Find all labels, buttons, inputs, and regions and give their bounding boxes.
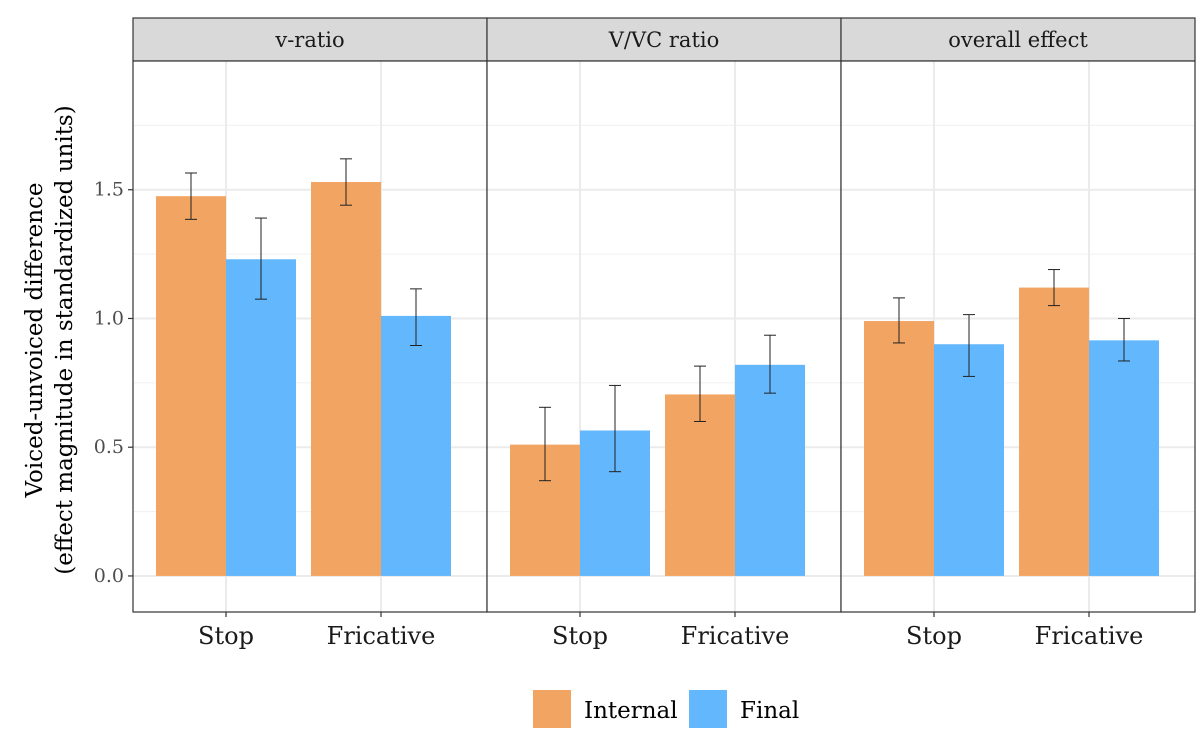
y-axis-label: Voiced-unvoiced difference (effect magni…	[22, 105, 78, 574]
legend-swatch	[689, 690, 727, 728]
bar-final	[226, 259, 296, 576]
bar-internal	[1019, 287, 1089, 576]
facet-panel: V/VC ratio Stop Fricative	[486, 17, 842, 650]
y-axis-label-line2: (effect magnitude in standardized units)	[52, 105, 78, 574]
facet-strip	[132, 17, 488, 62]
error-bar	[963, 314, 975, 377]
panel-border	[840, 60, 1196, 613]
y-tick-label: 0.5	[94, 436, 124, 458]
bar-final	[1089, 340, 1159, 576]
error-bar	[1118, 317, 1130, 362]
facet-panel: overall effect Stop Fricative	[840, 17, 1196, 650]
error-bar	[539, 406, 551, 482]
error-bar	[410, 288, 422, 347]
error-bar	[1048, 269, 1060, 307]
bar-internal	[665, 394, 735, 576]
x-tick-label: Stop	[198, 622, 254, 650]
x-tick-label: Fricative	[1035, 622, 1144, 650]
legend-item-internal: Internal	[533, 690, 678, 728]
legend-label: Final	[740, 698, 799, 724]
legend-swatch	[533, 690, 571, 728]
facet-title: overall effect	[948, 28, 1088, 52]
legend-label: Internal	[584, 698, 678, 724]
y-tick-label: 1.0	[94, 307, 124, 329]
bar-internal	[156, 196, 226, 576]
error-bar	[893, 297, 905, 344]
error-bar	[340, 158, 352, 206]
x-tick-label: Stop	[906, 622, 962, 650]
x-tick-label: Fricative	[327, 622, 436, 650]
legend: Internal Final	[533, 690, 799, 728]
error-bar	[255, 217, 267, 300]
error-bar	[185, 172, 197, 220]
x-tick-label: Stop	[552, 622, 608, 650]
facet-panels: v-ratio Stop Fricative 0.0 0.5 1.0 1.5 V/VC rat…	[94, 17, 1196, 650]
bar-final	[735, 364, 805, 576]
x-tick-label: Fricative	[681, 622, 790, 650]
facet-title: v-ratio	[274, 28, 344, 52]
facet-panel: v-ratio Stop Fricative 0.0 0.5 1.0 1.5	[94, 17, 488, 650]
facet-strip	[840, 17, 1196, 62]
y-tick-label: 0.0	[94, 565, 124, 587]
bar-final	[934, 344, 1004, 576]
y-tick-label: 1.5	[94, 179, 124, 201]
y-axis-label-line1: Voiced-unvoiced difference	[22, 183, 48, 499]
bar-final	[381, 315, 451, 576]
legend-item-final: Final	[689, 690, 799, 728]
facet-title: V/VC ratio	[608, 28, 720, 52]
bar-internal	[864, 321, 934, 576]
error-bar	[764, 334, 776, 394]
bar-internal	[311, 182, 381, 576]
error-bar	[694, 365, 706, 422]
error-bar	[609, 384, 621, 473]
